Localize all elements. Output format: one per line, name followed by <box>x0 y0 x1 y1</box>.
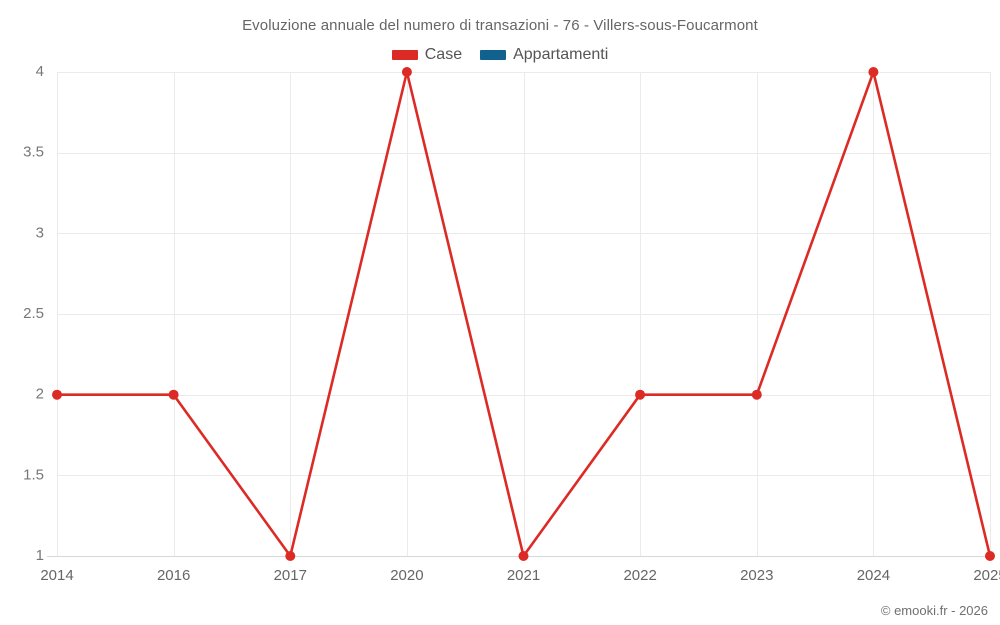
y-axis-tick-label: 4 <box>36 63 44 80</box>
copyright-credit: © emooki.fr - 2026 <box>880 603 988 618</box>
x-axis-tick-labels: 2014 2016 2017 2020 2021 2022 2023 2024 2025 <box>40 567 1000 584</box>
y-axis-tick-labels: 1 1.5 2 2.5 3 3.5 4 <box>23 63 44 564</box>
line-swatch-icon <box>480 50 507 60</box>
chart-legend: Case Appartamenti <box>0 44 1000 66</box>
x-axis-tick-label: 2017 <box>274 567 307 584</box>
x-axis-tick-label: 2021 <box>507 567 540 584</box>
y-axis-tick-label: 2.5 <box>23 305 44 322</box>
data-point-marker[interactable] <box>635 389 646 400</box>
y-axis-tick-label: 1.5 <box>23 466 44 483</box>
data-point-marker[interactable] <box>751 389 762 400</box>
vertical-gridlines <box>57 72 991 556</box>
legend-item-label: Appartamenti <box>513 46 609 63</box>
data-point-marker[interactable] <box>868 67 879 77</box>
data-point-marker[interactable] <box>52 389 62 400</box>
y-axis-tick-label: 3.5 <box>23 144 44 161</box>
data-point-marker[interactable] <box>518 551 529 561</box>
x-axis-tick-label: 2022 <box>623 567 656 584</box>
legend-item-appartamenti[interactable]: Appartamenti <box>480 46 608 64</box>
x-axis-tick-label: 2024 <box>857 567 890 584</box>
x-axis-tick-label: 2023 <box>740 567 773 584</box>
legend-item-label: Case <box>424 46 463 63</box>
x-axis-tick-label: 2020 <box>390 567 423 584</box>
data-point-marker[interactable] <box>985 551 995 561</box>
line-swatch-icon <box>391 50 418 60</box>
x-axis-tick-label: 2014 <box>40 567 73 584</box>
x-axis-tick-label: 2016 <box>157 567 190 584</box>
data-point-marker[interactable] <box>285 551 296 561</box>
page-title: Evoluzione annuale del numero di transaz… <box>242 17 758 34</box>
horizontal-gridlines <box>57 72 990 557</box>
y-axis-tick-label: 1 <box>36 547 44 564</box>
legend-item-case[interactable]: Case <box>391 46 463 64</box>
y-axis-tick-label: 2 <box>36 386 44 403</box>
x-axis-tick-label: 2025 <box>973 567 1000 584</box>
y-axis-tick-label: 3 <box>36 224 44 241</box>
data-point-marker[interactable] <box>168 389 179 400</box>
marker-layer <box>52 67 995 561</box>
data-point-marker[interactable] <box>401 67 412 77</box>
